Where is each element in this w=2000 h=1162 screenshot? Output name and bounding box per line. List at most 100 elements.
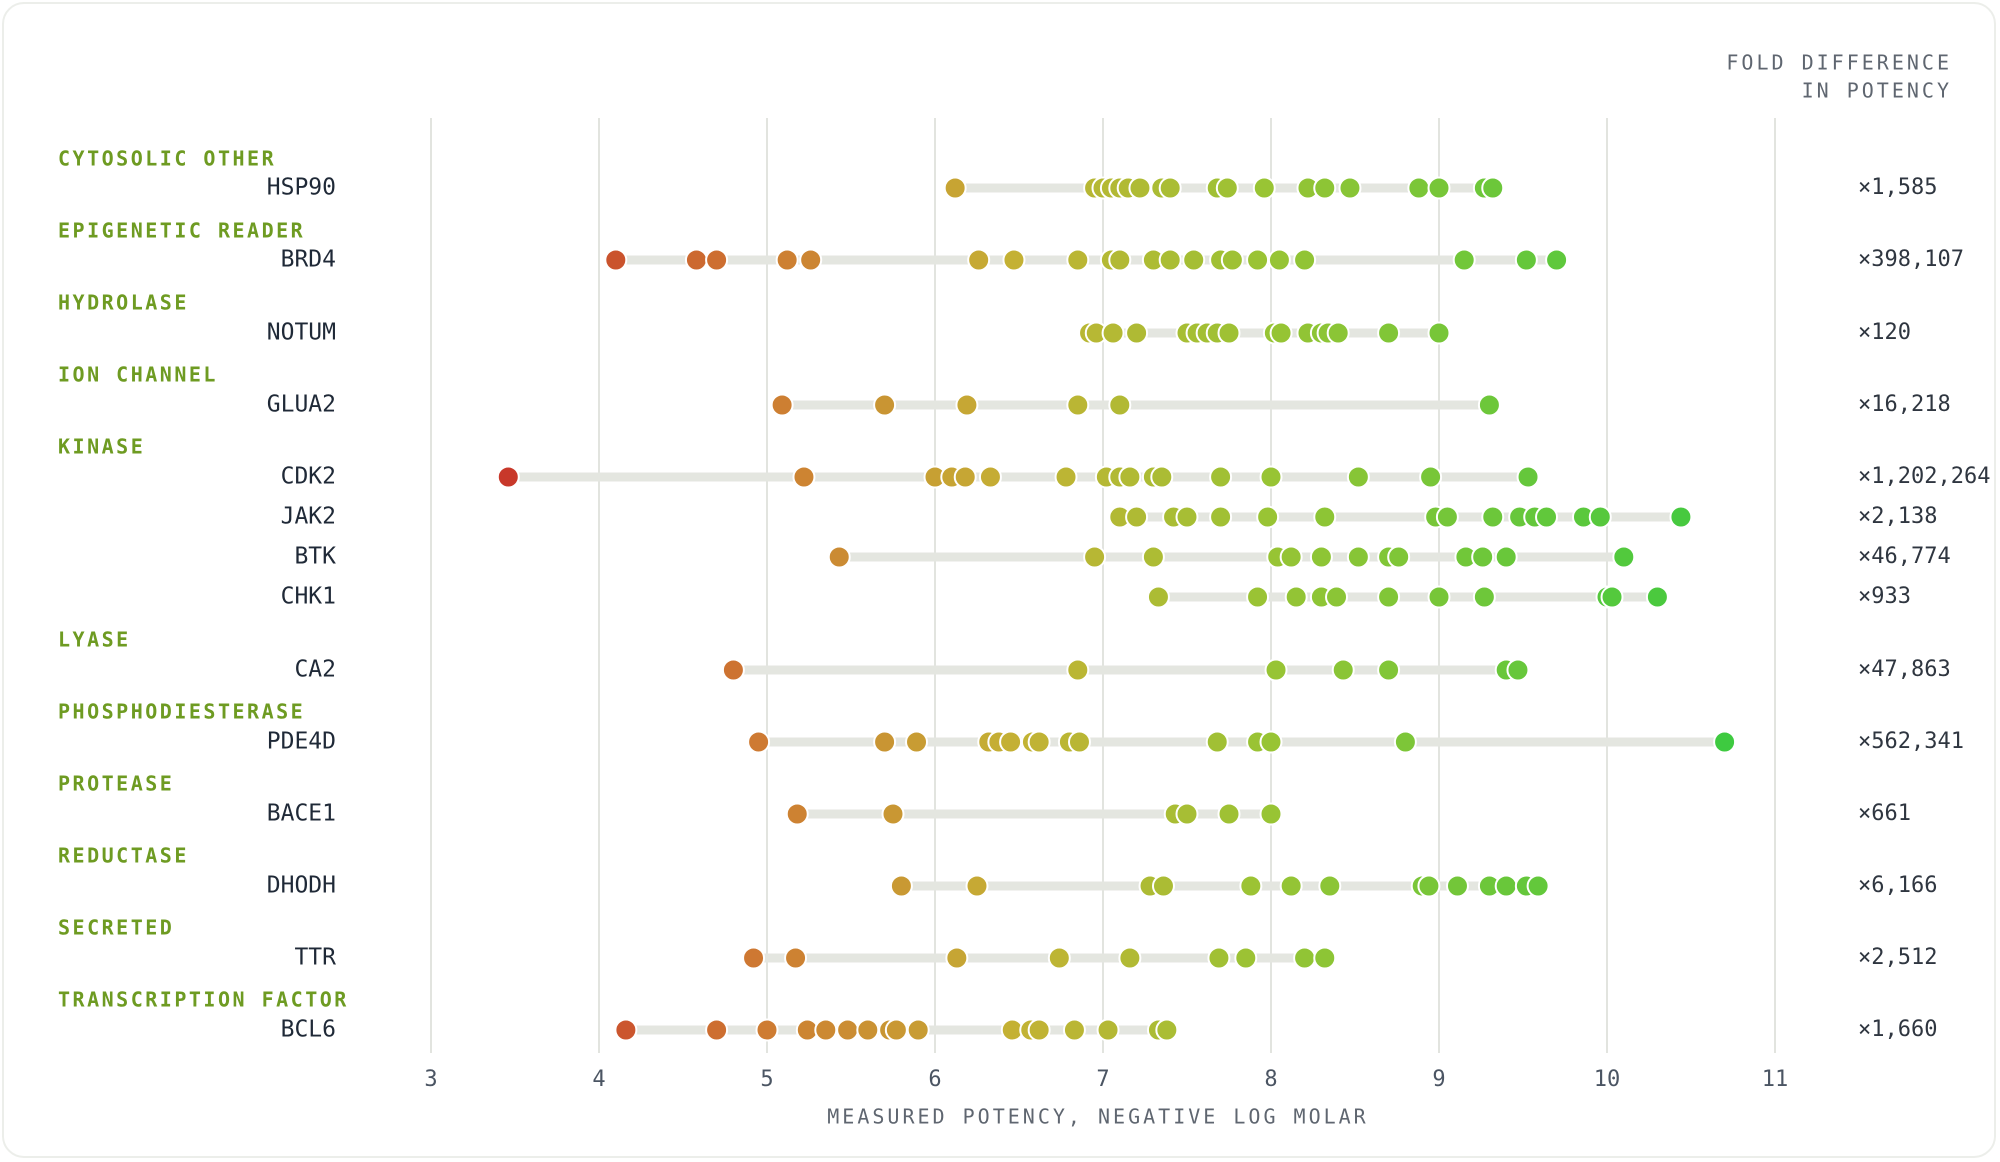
- data-point: [1259, 730, 1283, 754]
- data-point: [967, 248, 991, 272]
- data-point: [799, 248, 823, 272]
- x-tick-label: 6: [928, 1067, 941, 1092]
- data-point: [1516, 465, 1540, 489]
- data-point: [1146, 585, 1170, 609]
- target-label: DHODH: [267, 873, 336, 899]
- data-point: [1267, 248, 1291, 272]
- x-axis-label: MEASURED POTENCY, NEGATIVE LOG MOLAR: [827, 1105, 1368, 1129]
- target-label: BCL6: [281, 1017, 336, 1043]
- fold-value: ×398,107: [1858, 247, 1964, 272]
- data-point: [684, 248, 708, 272]
- x-tick-label: 5: [760, 1067, 773, 1092]
- data-point: [1066, 393, 1090, 417]
- data-point: [705, 248, 729, 272]
- data-point: [1477, 393, 1501, 417]
- x-tick-label: 11: [1762, 1067, 1789, 1092]
- data-point: [1066, 658, 1090, 682]
- data-point: [953, 465, 977, 489]
- data-point: [705, 1018, 729, 1042]
- data-point: [1293, 946, 1317, 970]
- data-point: [1435, 505, 1459, 529]
- category-label: EPIGENETIC READER: [58, 219, 305, 243]
- data-point: [1125, 321, 1149, 345]
- data-point: [742, 946, 766, 970]
- fold-value: ×1,585: [1858, 175, 1937, 200]
- data-point: [496, 465, 520, 489]
- data-point: [1318, 874, 1342, 898]
- data-point: [1175, 505, 1199, 529]
- data-point: [785, 802, 809, 826]
- data-point: [721, 658, 745, 682]
- x-tick-label: 7: [1096, 1067, 1109, 1092]
- data-point: [1209, 465, 1233, 489]
- data-point: [1269, 321, 1293, 345]
- category-label: TRANSCRIPTION FACTOR: [58, 988, 349, 1012]
- data-point: [884, 1018, 908, 1042]
- data-point: [999, 730, 1023, 754]
- data-point: [1108, 393, 1132, 417]
- data-point: [1175, 802, 1199, 826]
- data-point: [873, 730, 897, 754]
- data-point: [1526, 874, 1550, 898]
- data-point: [1158, 248, 1182, 272]
- data-point: [1062, 1018, 1086, 1042]
- data-point: [1246, 248, 1270, 272]
- data-point: [1252, 176, 1276, 200]
- data-point: [1506, 658, 1530, 682]
- data-point: [1150, 465, 1174, 489]
- category-label: CYTOSOLIC OTHER: [58, 147, 276, 171]
- category-label: HYDROLASE: [58, 291, 189, 315]
- fold-value: ×1,202,264: [1858, 464, 1990, 489]
- data-point: [1217, 321, 1241, 345]
- fold-value: ×120: [1858, 320, 1911, 345]
- data-point: [1326, 321, 1350, 345]
- data-point: [1669, 505, 1693, 529]
- data-point: [1279, 874, 1303, 898]
- data-point: [1600, 585, 1624, 609]
- data-point: [604, 248, 628, 272]
- data-point: [1108, 248, 1132, 272]
- target-label: CDK2: [281, 464, 336, 490]
- data-point: [1239, 874, 1263, 898]
- data-point: [747, 730, 771, 754]
- data-point: [1279, 545, 1303, 569]
- data-point: [1125, 505, 1149, 529]
- data-point: [873, 393, 897, 417]
- data-point: [1067, 730, 1091, 754]
- fold-header-line1: FOLD DIFFERENCE: [1726, 51, 1952, 75]
- data-point: [1101, 321, 1125, 345]
- data-point: [945, 946, 969, 970]
- target-label: PDE4D: [267, 729, 336, 755]
- data-point: [1481, 505, 1505, 529]
- data-point: [1027, 730, 1051, 754]
- data-point: [1234, 946, 1258, 970]
- target-label: BRD4: [281, 247, 336, 273]
- data-point: [1207, 946, 1231, 970]
- category-label: PROTEASE: [58, 772, 174, 796]
- data-point: [1346, 545, 1370, 569]
- data-point: [1713, 730, 1737, 754]
- data-point: [827, 545, 851, 569]
- data-point: [1417, 874, 1441, 898]
- data-point: [1083, 545, 1107, 569]
- data-point: [1027, 1018, 1051, 1042]
- x-tick-label: 3: [424, 1067, 437, 1092]
- data-point: [1325, 585, 1349, 609]
- data-point: [1445, 874, 1469, 898]
- target-label: CA2: [294, 657, 336, 683]
- data-point: [1128, 176, 1152, 200]
- target-label: GLUA2: [267, 392, 336, 418]
- category-label: KINASE: [58, 435, 145, 459]
- data-point: [775, 248, 799, 272]
- category-label: ION CHANNEL: [58, 363, 218, 387]
- data-point: [770, 393, 794, 417]
- data-point: [1118, 465, 1142, 489]
- category-label: REDUCTASE: [58, 844, 189, 868]
- data-point: [1494, 545, 1518, 569]
- data-point: [1494, 874, 1518, 898]
- data-point: [1209, 505, 1233, 529]
- data-point: [1182, 248, 1206, 272]
- fold-value: ×562,341: [1858, 729, 1964, 754]
- category-label: LYASE: [58, 628, 131, 652]
- data-point: [881, 802, 905, 826]
